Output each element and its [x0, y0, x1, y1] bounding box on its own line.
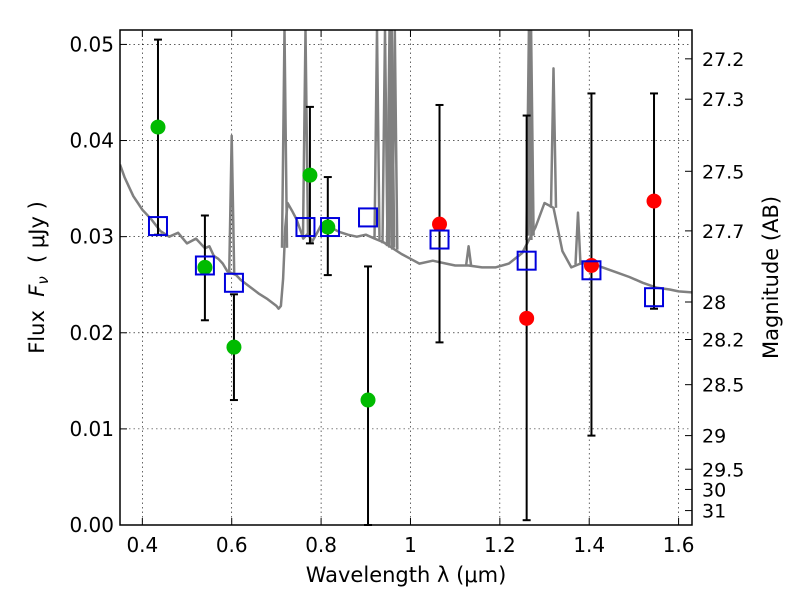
- right-tick-label: 29.5: [702, 459, 744, 481]
- x-tick-label: 1: [404, 533, 417, 557]
- green-data-point: [320, 219, 336, 235]
- y-tick-label: 0.01: [69, 417, 114, 441]
- x-tick-label: 0.8: [305, 533, 337, 557]
- y-axis-label: Flux Fν ( μJy ): [25, 201, 52, 354]
- x-tick-label: 0.6: [216, 533, 248, 557]
- green-data-point: [197, 259, 213, 275]
- y-axis-label-prefix: Flux: [25, 297, 49, 354]
- right-tick-label: 28.2: [702, 329, 744, 351]
- x-tick-label: 0.4: [126, 533, 158, 557]
- model-flux-square: [358, 207, 379, 228]
- green-data-point: [360, 392, 376, 408]
- model-flux-square: [644, 287, 665, 308]
- spectrum-emission-line: [464, 245, 473, 266]
- red-data-point: [519, 310, 535, 326]
- error-bars: [153, 38, 659, 526]
- red-data-point: [646, 193, 662, 209]
- right-tick-label: 30: [702, 479, 726, 501]
- right-tick-label: 28.5: [702, 375, 744, 397]
- model-flux-square: [581, 260, 602, 281]
- spectrum-line: [120, 164, 692, 310]
- right-tick-label: 29: [702, 426, 726, 448]
- right-tick-label: 27.2: [702, 49, 744, 71]
- y-tick-label: 0.02: [69, 321, 114, 345]
- y-axis-label-subscript: ν: [34, 276, 52, 284]
- spectrum-emission-line: [280, 30, 289, 248]
- markers: [147, 119, 665, 408]
- model-flux-square: [516, 250, 537, 271]
- right-tick-label: 27.3: [702, 89, 744, 111]
- y-tick-label: 0.03: [69, 225, 114, 249]
- green-data-point: [302, 167, 318, 183]
- red-data-point: [583, 257, 599, 273]
- right-tick-label: 27.7: [702, 221, 744, 243]
- x-tick-label: 1.4: [573, 533, 605, 557]
- y-tick-label: 0.05: [69, 32, 114, 56]
- x-axis-label: Wavelength λ (μm): [306, 563, 507, 587]
- right-tick-label: 28: [702, 292, 726, 314]
- spectrum-emission-line: [373, 30, 381, 240]
- right-tick-label: 31: [702, 501, 726, 523]
- plot-frame: [119, 29, 693, 526]
- green-data-point: [226, 339, 242, 355]
- model-flux-square: [223, 272, 244, 293]
- y-tick-label: 0.04: [69, 129, 114, 153]
- model-spectrum: [120, 30, 692, 310]
- grid: [120, 30, 692, 526]
- y-axis-label-symbol: F: [25, 284, 49, 297]
- model-flux-square: [147, 216, 168, 237]
- y-axis-label-units: ( μJy ): [25, 201, 49, 276]
- model-flux-square: [429, 229, 450, 250]
- right-tick-label: 27.5: [702, 161, 744, 183]
- model-flux-square: [295, 217, 316, 238]
- spectrum-emission-line: [301, 30, 310, 237]
- model-flux-square: [194, 255, 215, 276]
- axis-ticks: 0.4 0.6 0.8 1 1.2 1.4 1.6 0.00 0.01 0.02 0.03 0.04 0…: [69, 30, 744, 557]
- spectrum-emission-line: [527, 30, 535, 236]
- x-tick-label: 1.6: [663, 533, 695, 557]
- spectrum-emission-line: [391, 30, 399, 250]
- spectrum-emission-line: [574, 211, 582, 265]
- y-tick-label: 0.00: [69, 513, 114, 537]
- spectrum-emission-line: [549, 67, 558, 208]
- red-data-point: [432, 216, 448, 232]
- green-data-point: [150, 119, 166, 135]
- model-flux-square: [320, 217, 341, 238]
- spectrum-emission-line: [227, 134, 236, 274]
- x-tick-label: 1.2: [484, 533, 516, 557]
- right-axis-label: Magnitude (AB): [759, 196, 783, 359]
